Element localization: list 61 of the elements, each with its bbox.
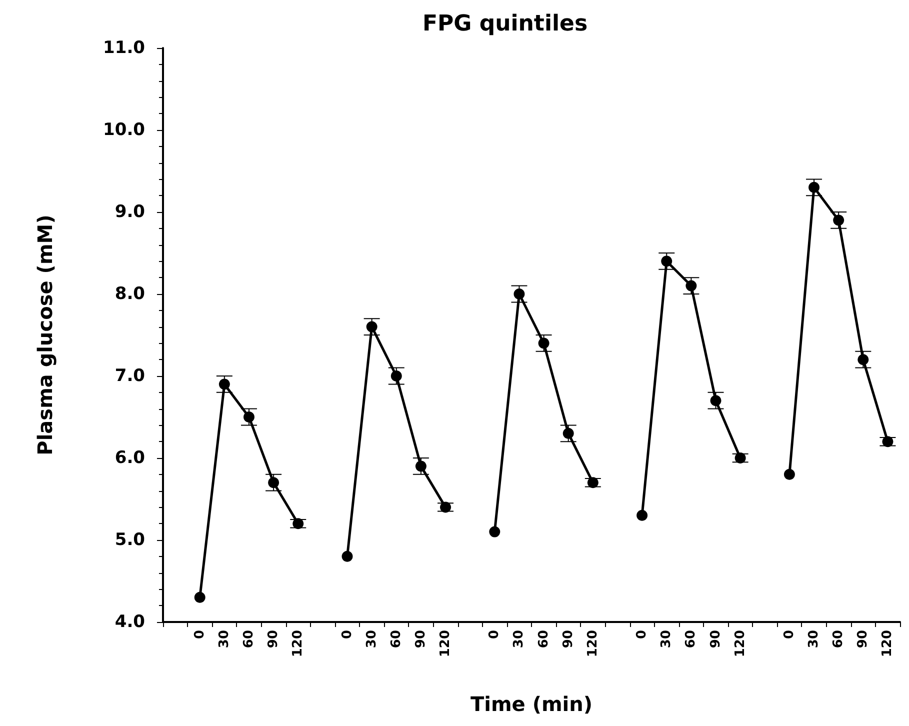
point — [390, 370, 402, 382]
point — [808, 182, 820, 193]
point — [858, 354, 869, 366]
y-tick-label: 7.0 — [114, 366, 146, 386]
y-tick-label: 11.0 — [103, 38, 146, 58]
x-tick-label: 90 — [413, 630, 428, 648]
y-axis-title: Plasma glucose (mM) — [33, 214, 57, 456]
point — [415, 460, 426, 472]
x-tick-label: 120 — [880, 630, 896, 658]
point — [489, 526, 500, 538]
x-tick-label: 0 — [782, 630, 797, 640]
x-tick-label: 60 — [684, 630, 699, 648]
x-tick-label: 60 — [831, 630, 846, 648]
point — [833, 214, 844, 226]
x-axis-title: Time (min) — [470, 692, 593, 716]
point — [268, 477, 280, 488]
point — [218, 378, 230, 390]
x-tick-label: 60 — [388, 630, 404, 648]
point — [538, 338, 550, 349]
point — [366, 321, 378, 332]
point — [636, 510, 648, 521]
point — [243, 412, 254, 422]
point — [661, 256, 672, 267]
x-tick-label: 0 — [634, 630, 650, 640]
x-tick-label: 30 — [806, 630, 822, 648]
point — [734, 452, 746, 464]
point — [587, 477, 598, 488]
x-tick-label: 120 — [585, 630, 600, 658]
x-tick-label: 90 — [708, 630, 724, 648]
x-tick-label: 30 — [216, 630, 232, 648]
x-tick-label: 0 — [340, 630, 355, 640]
x-tick-label: 90 — [560, 630, 576, 648]
point — [514, 288, 525, 300]
x-tick-label: 120 — [290, 630, 306, 658]
point — [784, 468, 795, 480]
point — [710, 395, 722, 406]
x-tick-label: 90 — [266, 630, 282, 648]
point — [440, 502, 452, 513]
x-tick-label: 120 — [732, 630, 748, 658]
x-tick-label: 30 — [659, 630, 674, 648]
y-tick-label: 9.0 — [114, 202, 146, 222]
x-tick-label: 90 — [856, 630, 871, 648]
y-tick-label: 6.0 — [114, 448, 146, 468]
point — [562, 428, 574, 439]
x-tick-label: 60 — [536, 630, 552, 648]
x-tick-label: 0 — [487, 630, 502, 640]
x-tick-label: 0 — [192, 630, 208, 640]
x-tick-label: 60 — [241, 630, 256, 648]
point — [686, 280, 697, 292]
point — [342, 550, 353, 562]
y-tick-label: 4.0 — [114, 612, 146, 632]
y-tick-label: 5.0 — [114, 530, 146, 550]
point — [292, 518, 304, 530]
chart-title: FPG quintiles — [422, 12, 588, 36]
x-tick-label: 30 — [512, 630, 527, 648]
y-tick-label: 10.0 — [103, 120, 146, 140]
y-tick-label: 8.0 — [114, 284, 146, 304]
x-tick-label: 120 — [438, 630, 454, 658]
point — [882, 436, 894, 448]
x-tick-label: 30 — [364, 630, 380, 648]
point — [194, 592, 206, 603]
